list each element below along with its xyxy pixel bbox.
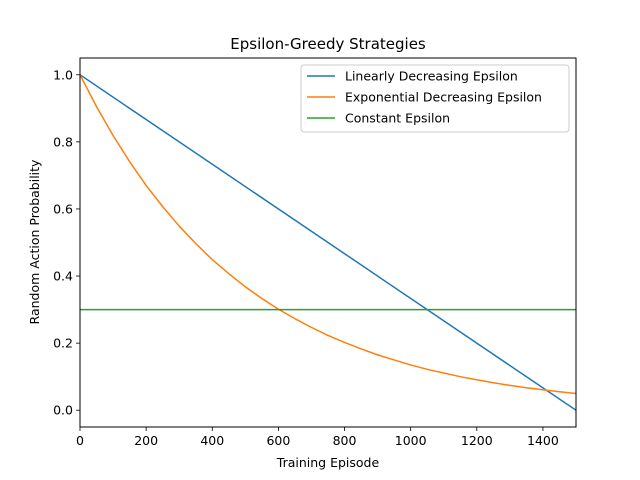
x-tick-label: 0 — [76, 433, 84, 448]
y-tick-label: 0.6 — [53, 201, 73, 216]
y-tick-label: 0.0 — [53, 403, 73, 418]
series-line-2 — [80, 73, 576, 395]
legend-label: Constant Epsilon — [345, 111, 450, 126]
x-tick-label: 200 — [134, 433, 158, 448]
y-tick-label: 0.8 — [53, 134, 73, 149]
x-tick-label: 1200 — [461, 433, 493, 448]
x-axis-label: Training Episode — [276, 455, 380, 470]
plot-series — [80, 73, 576, 412]
x-tick-label: 800 — [333, 433, 357, 448]
legend: Linearly Decreasing Epsilon Exponential D… — [300, 64, 570, 133]
plot-frame — [79, 57, 577, 428]
series-line-1 — [80, 73, 576, 412]
legend-label: Exponential Decreasing Epsilon — [345, 90, 542, 105]
legend-box — [300, 64, 570, 133]
y-axis-label: Random Action Probability — [27, 159, 42, 325]
y-tick-label: 0.2 — [53, 336, 73, 351]
x-tick-label: 400 — [200, 433, 224, 448]
legend-label: Linearly Decreasing Epsilon — [345, 69, 518, 84]
x-tick-label: 600 — [266, 433, 290, 448]
x-tick-label: 1000 — [395, 433, 427, 448]
x-tick-label: 1400 — [527, 433, 559, 448]
chart-title: Epsilon-Greedy Strategies — [230, 35, 426, 53]
y-tick-label: 1.0 — [53, 67, 73, 82]
y-tick-label: 0.4 — [53, 269, 73, 284]
y-axis: 0.0 0.2 0.4 0.6 0.8 1.0 — [53, 67, 80, 418]
x-axis: 0 200 400 600 800 1000 1200 1400 — [76, 427, 559, 448]
